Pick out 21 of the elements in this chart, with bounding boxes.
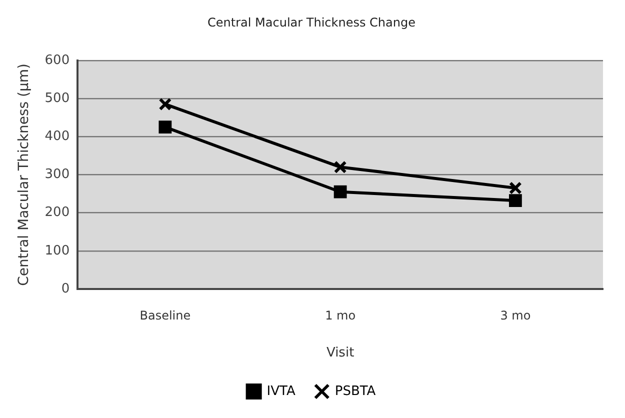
y-tick-label: 500: [44, 90, 70, 106]
point: [334, 160, 347, 174]
point: [334, 185, 347, 198]
x-axis-title: Visit: [326, 346, 354, 361]
point: [508, 194, 522, 208]
y-tick-label: 600: [44, 52, 70, 68]
x-tick-label: Baseline: [140, 308, 191, 322]
legend-label: IVTA: [266, 384, 296, 399]
y-tick-label: 200: [44, 205, 70, 220]
point: [508, 182, 522, 194]
y-axis-title: Central Macular Thickness (μm): [16, 63, 32, 286]
y-tick-label: 400: [44, 128, 70, 144]
y-tick-label: 300: [44, 167, 70, 182]
x-tick-label: 1 mo: [325, 308, 356, 322]
point: [158, 120, 172, 134]
chart-title: Central Macular Thickness Change: [208, 15, 416, 30]
x-tick-label: 3 mo: [500, 308, 531, 322]
legend-label: PSBTA: [334, 384, 376, 399]
point: [158, 98, 172, 111]
y-tick-label: 0: [61, 281, 70, 296]
y-tick-label: 100: [44, 243, 70, 258]
